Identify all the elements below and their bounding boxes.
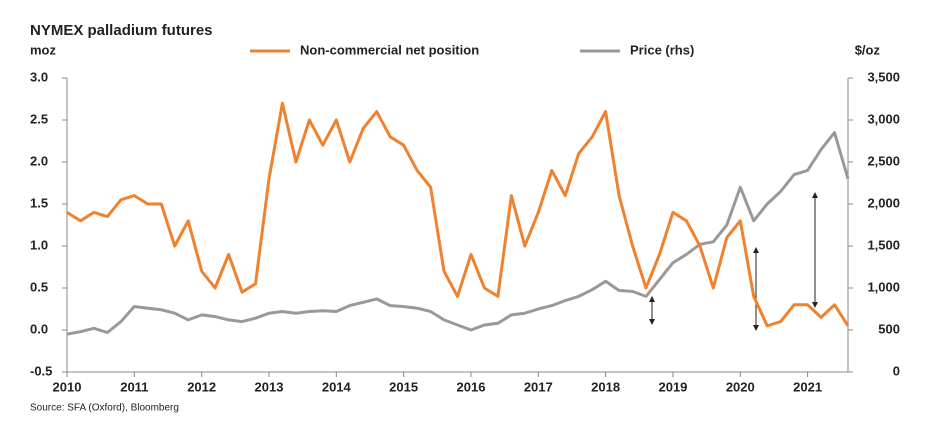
y2-tick-label: 3,500 [867, 69, 900, 84]
y2-tick-label: 2,000 [867, 195, 900, 210]
x-tick-label: 2011 [120, 379, 148, 394]
y-tick-label: -0.5 [30, 363, 52, 378]
source: Source: SFA (Oxford), Bloomberg [30, 403, 179, 414]
x-tick-label: 2012 [187, 379, 216, 394]
y2-tick-label: 1,000 [867, 279, 900, 294]
series-line [66, 131, 850, 336]
chart-title: NYMEX palladium futures [30, 22, 213, 39]
y2-tick-label: 0 [893, 363, 900, 378]
x-tick-label: 2020 [726, 379, 755, 394]
x-tick-label: 2017 [524, 379, 553, 394]
y-tick-label: 0.5 [30, 279, 48, 294]
legend-label: Price (rhs) [630, 42, 694, 57]
x-tick-label: 2014 [322, 379, 352, 394]
legend-label: Non-commercial net position [300, 42, 479, 57]
y-tick-label: 1.5 [30, 195, 48, 210]
y-axis-label: moz [30, 42, 57, 57]
y2-tick-label: 1,500 [867, 237, 900, 252]
x-tick-label: 2015 [389, 379, 418, 394]
y-tick-label: 3.0 [30, 69, 48, 84]
y-tick-label: 2.0 [30, 153, 48, 168]
x-tick-label: 2013 [255, 379, 284, 394]
y-tick-label: 2.5 [30, 111, 48, 126]
y2-tick-label: 3,000 [867, 111, 900, 126]
y-tick-label: 0.0 [30, 321, 48, 336]
y2-tick-label: 2,500 [867, 153, 900, 168]
x-tick-label: 2010 [53, 379, 82, 394]
y-tick-label: 1.0 [30, 237, 48, 252]
series-line [66, 101, 850, 328]
x-tick-label: 2016 [457, 379, 486, 394]
x-tick-label: 2019 [658, 379, 687, 394]
annotation-arrows [649, 192, 818, 331]
x-tick-label: 2021 [793, 379, 822, 394]
x-tick-label: 2018 [591, 379, 620, 394]
y2-tick-label: 500 [878, 321, 900, 336]
y2-axis-label: $/oz [855, 42, 881, 57]
